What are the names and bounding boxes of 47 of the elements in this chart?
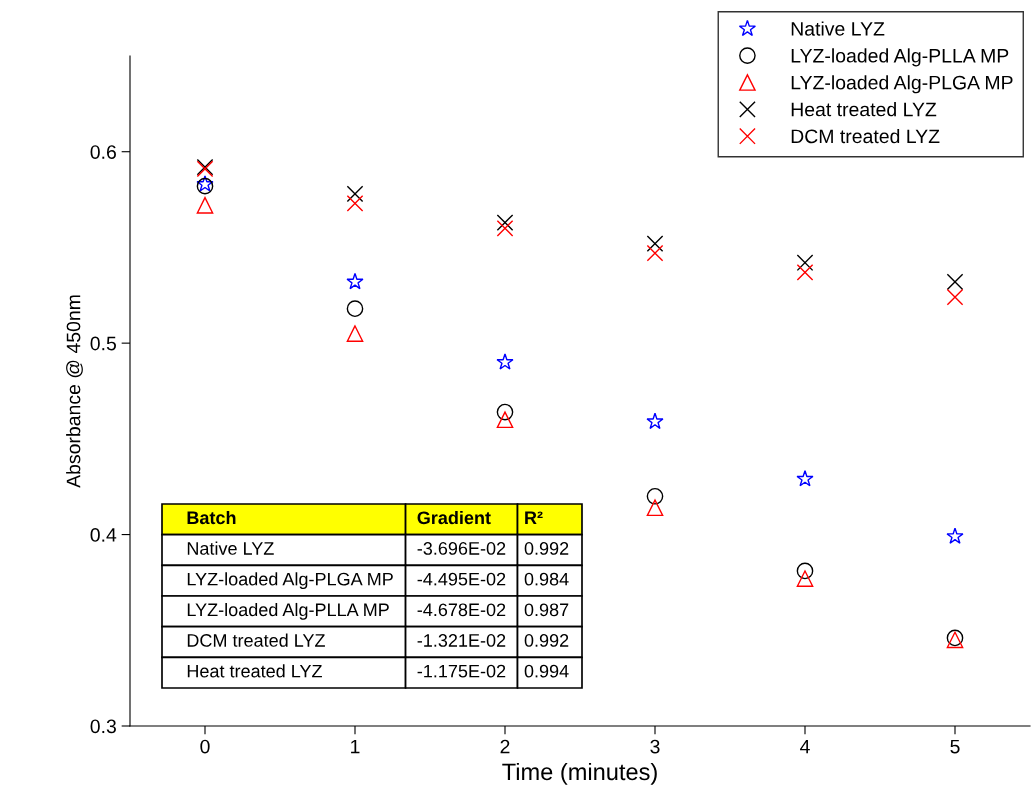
- y-axis-title: Absorbance @ 450nm: [66, 295, 83, 488]
- point: [346, 185, 364, 203]
- text: LYZ-loaded Alg-PLLA MP -4.678E-02 0.987: [187, 602, 569, 620]
- y-tick-label: 0.4: [90, 528, 117, 542]
- text: Batch Gradient R²: [187, 510, 543, 525]
- point: [496, 411, 514, 429]
- point: [796, 570, 814, 587]
- point: [496, 403, 514, 421]
- x-tick-label: 1: [351, 739, 360, 754]
- legend-label: LYZ-loaded Alg-PLLA MP: [791, 48, 1009, 67]
- point: [346, 195, 364, 212]
- legend-label: Native LYZ: [791, 21, 885, 36]
- legend-label: Heat treated LYZ: [791, 102, 937, 117]
- x-tick-label: 2: [500, 739, 510, 754]
- x-tick-label: 5: [950, 739, 960, 754]
- y-tick-label: 0.3: [90, 719, 116, 734]
- point: [496, 219, 514, 237]
- point: [646, 499, 664, 517]
- point: [796, 263, 814, 281]
- point: [646, 487, 664, 505]
- x-tick-label: 4: [800, 739, 810, 754]
- point: [646, 412, 664, 430]
- y-tick-label: 0.6: [90, 145, 116, 159]
- point: [346, 325, 364, 342]
- point: [946, 288, 964, 306]
- point: [496, 214, 514, 231]
- point: [946, 527, 964, 544]
- x-axis-title: Time (minutes): [502, 762, 657, 785]
- text: Native LYZ -3.696E-02 0.992: [187, 541, 569, 555]
- legend-label: LYZ-loaded Alg-PLGA MP: [791, 75, 1013, 94]
- text: DCM treated LYZ -1.321E-02 0.992: [187, 633, 569, 647]
- point: [646, 244, 664, 262]
- x-tick-label: 0: [200, 739, 210, 754]
- point: [796, 470, 814, 487]
- x-tick-label: 3: [650, 739, 660, 754]
- text: Heat treated LYZ -1.175E-02 0.994: [187, 664, 569, 678]
- point: [796, 254, 814, 272]
- legend-label: DCM treated LYZ: [791, 128, 940, 144]
- point: [496, 353, 514, 370]
- text: LYZ-loaded Alg-PLGA MP -4.495E-02 0.984: [187, 572, 569, 590]
- point: [346, 272, 364, 290]
- point: [196, 196, 214, 214]
- point: [346, 300, 364, 318]
- y-tick-label: 0.5: [90, 336, 116, 351]
- point: [796, 562, 814, 580]
- point: [946, 273, 964, 291]
- point: [646, 235, 664, 252]
